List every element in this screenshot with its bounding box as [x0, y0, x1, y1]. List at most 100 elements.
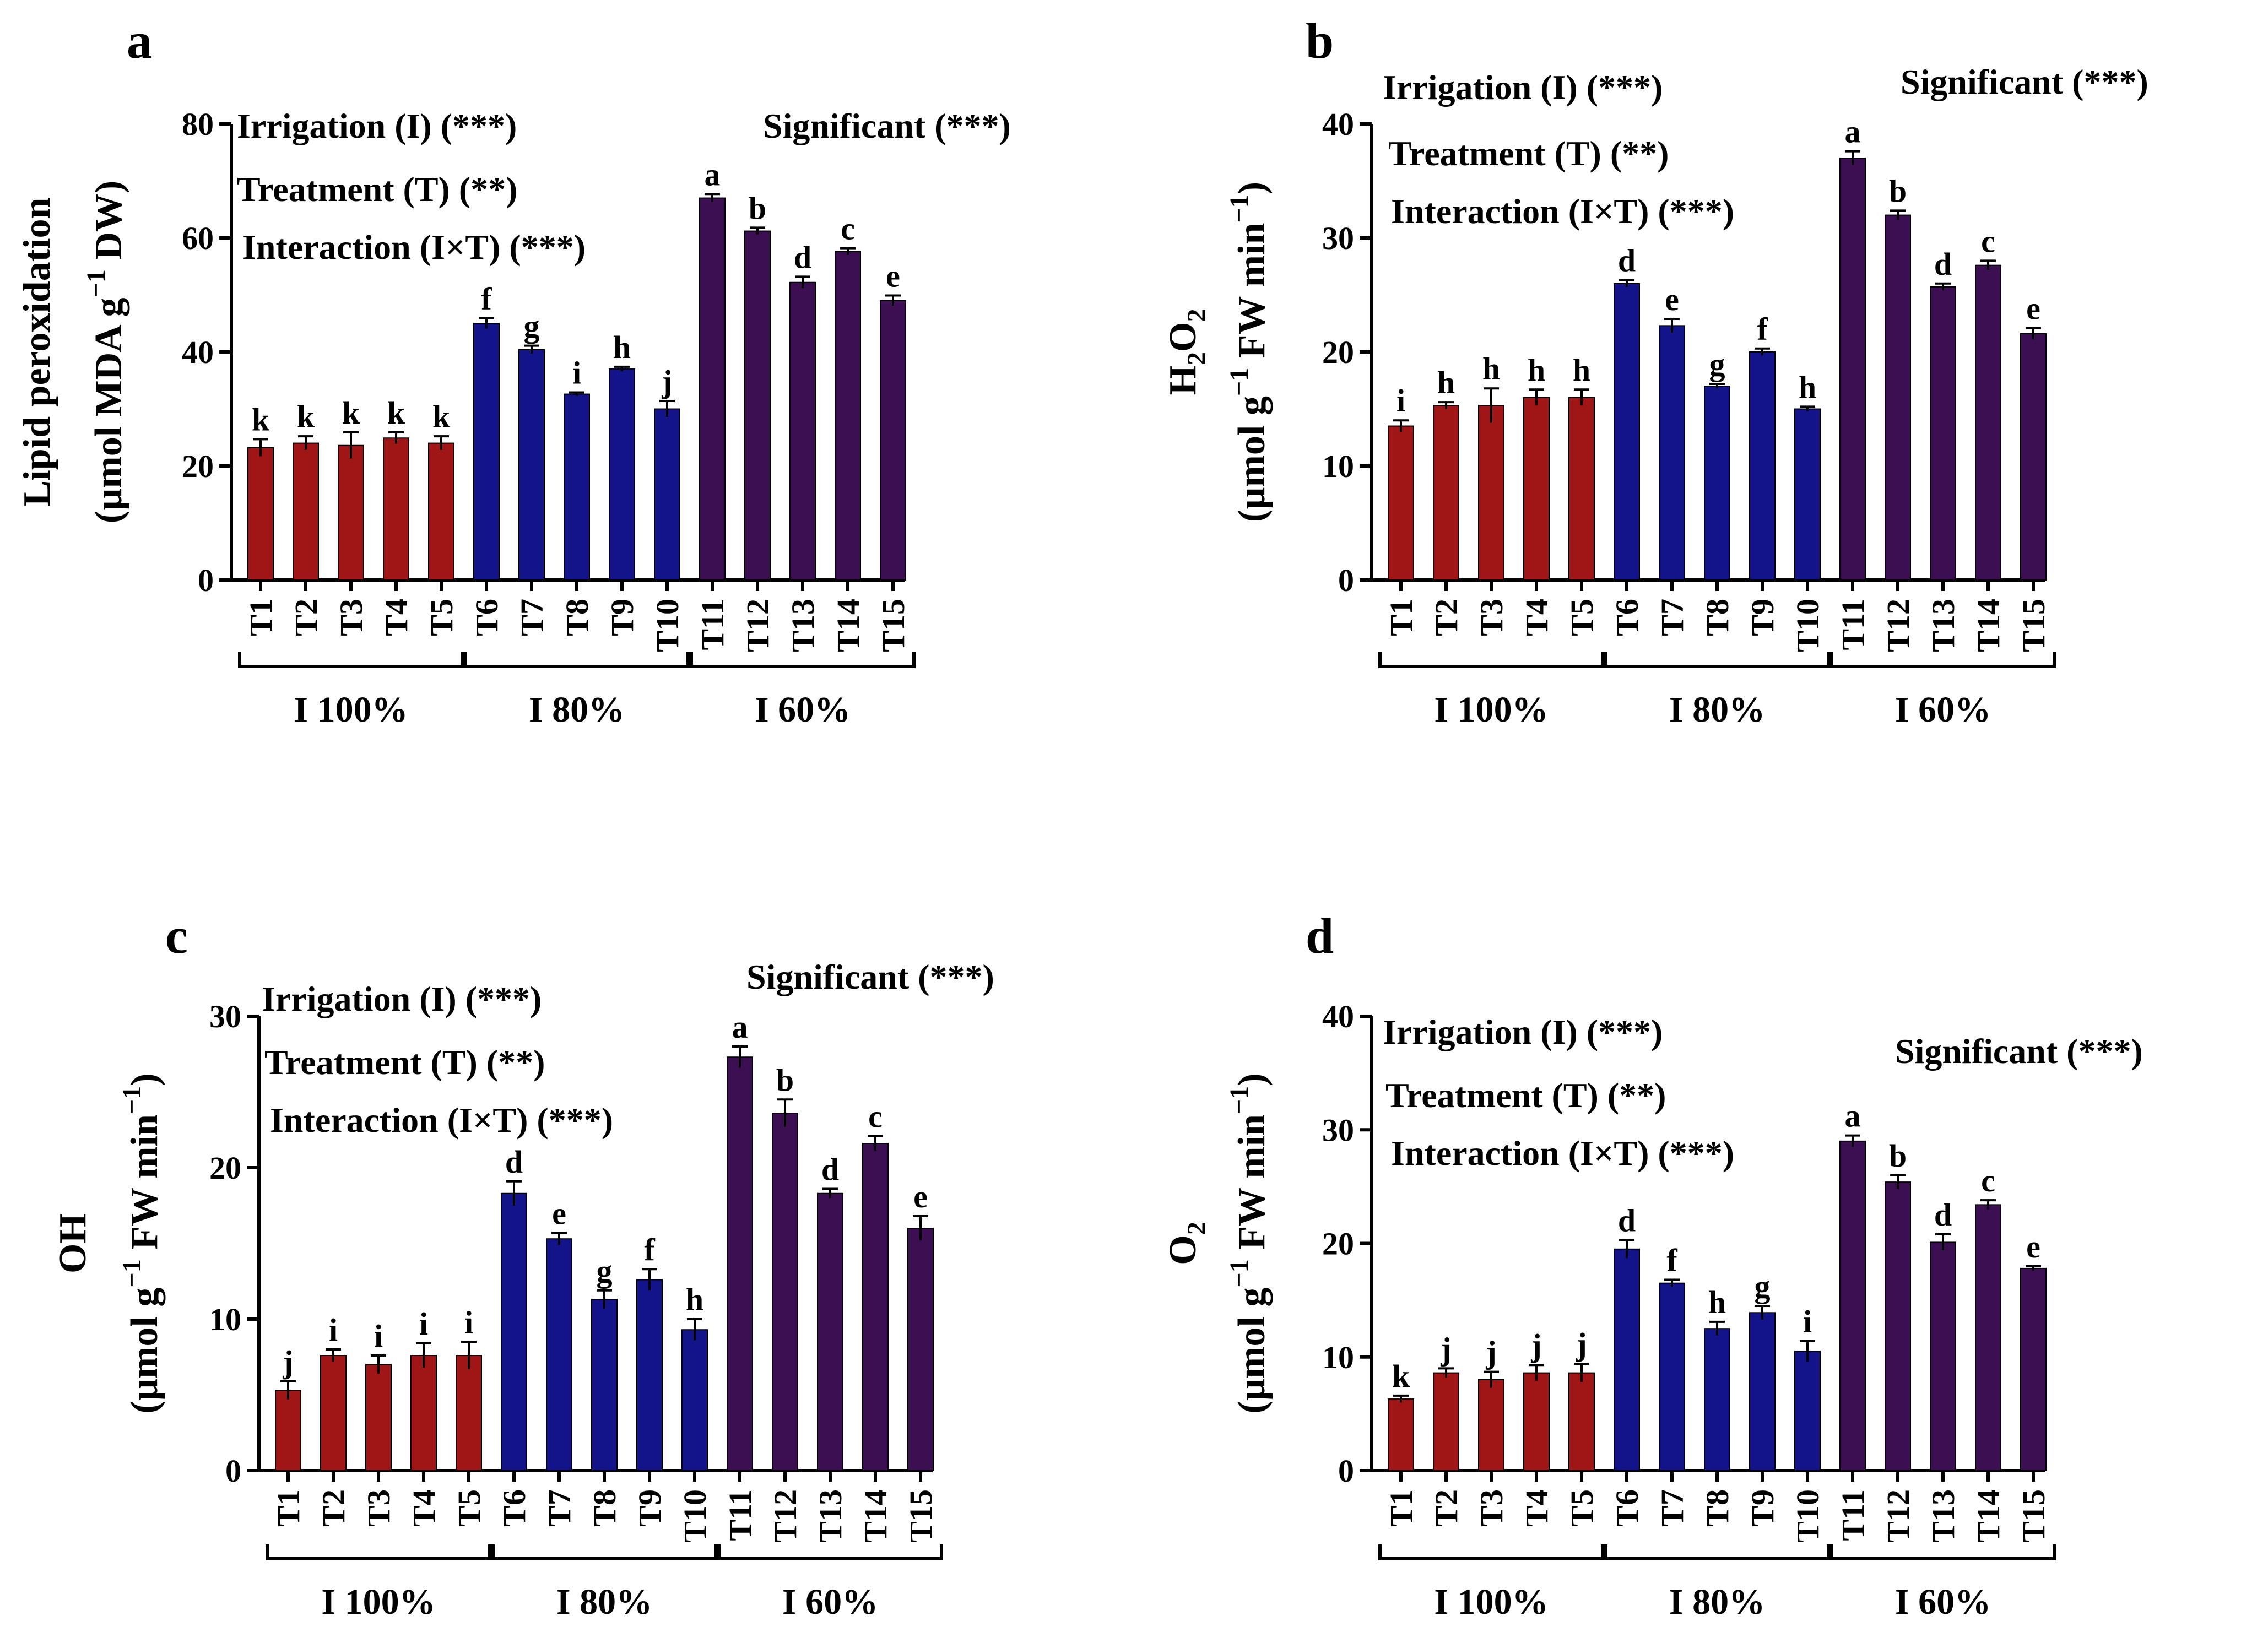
- bar-t12: [1885, 214, 1911, 581]
- significance-letter: k: [432, 399, 451, 435]
- bar-t2: [320, 1355, 347, 1471]
- x-tick-label: T14: [830, 599, 866, 652]
- x-tick-label: T2: [316, 1489, 351, 1527]
- bar-t15: [880, 300, 906, 581]
- bar-t15: [2020, 333, 2047, 581]
- group-bracket: [1830, 1544, 2056, 1560]
- group-label: I 80%: [1669, 690, 1765, 730]
- x-tick-label: T1: [270, 1489, 306, 1527]
- bar-t11: [1839, 158, 1866, 581]
- x-tick-label: T8: [587, 1489, 623, 1527]
- y-tick-label: 40: [1322, 106, 1354, 142]
- significance-letter: k: [342, 395, 360, 431]
- group-bracket: [464, 652, 690, 668]
- significance-letter: d: [821, 1152, 839, 1187]
- bar-t10: [654, 408, 680, 581]
- significant-annotation: Significant (***): [1895, 1032, 2143, 1071]
- bar-t3: [1478, 405, 1504, 581]
- significance-letter: i: [1803, 1304, 1812, 1340]
- significance-letter: k: [387, 395, 405, 431]
- x-tick-label: T10: [1790, 599, 1826, 652]
- significance-letter: e: [1665, 281, 1679, 317]
- panel-c: c 0 10 20 30 OH (µmol g−1 FW min−1) j T1 i T2 i T3 i T…: [52, 908, 994, 1622]
- x-tick-label: T7: [1654, 599, 1690, 636]
- bar-t14: [862, 1143, 889, 1471]
- stat-annotation: Irrigation (I) (***): [237, 106, 517, 145]
- significance-letter: d: [1934, 246, 1952, 282]
- x-tick-label: T8: [1699, 599, 1735, 636]
- significance-letter: h: [613, 329, 631, 365]
- bar-t15: [2020, 1267, 2047, 1471]
- bar-t14: [835, 251, 861, 581]
- bar-t3: [365, 1364, 392, 1471]
- x-tick-label: T9: [1745, 1489, 1780, 1527]
- x-tick-label: T1: [1383, 1489, 1419, 1527]
- significant-annotation: Significant (***): [746, 957, 994, 996]
- y-tick-label: 30: [1322, 220, 1354, 256]
- bar-t6: [501, 1192, 527, 1471]
- bar-t6: [473, 323, 500, 581]
- group-label: I 60%: [1895, 690, 1991, 730]
- significance-letter: a: [1845, 114, 1861, 150]
- group-bracket: [1604, 652, 1830, 668]
- x-tick-label: T12: [767, 1489, 803, 1543]
- x-tick-label: T12: [1880, 1489, 1916, 1543]
- x-tick-label: T5: [451, 1489, 487, 1527]
- x-tick-label: T5: [1564, 599, 1600, 636]
- y-tick-label: 30: [209, 999, 241, 1034]
- significance-letter: b: [749, 190, 766, 226]
- x-tick-label: T11: [1835, 1489, 1871, 1541]
- significance-letter: j: [282, 1344, 293, 1380]
- significance-letter: c: [1981, 223, 1995, 259]
- significance-letter: f: [1666, 1243, 1677, 1278]
- significance-letter: h: [1528, 352, 1545, 388]
- x-tick-label: T13: [813, 1489, 848, 1543]
- y-tick-label: 20: [182, 448, 214, 484]
- x-tick-label: T7: [1654, 1489, 1690, 1527]
- x-tick-label: T12: [1880, 599, 1916, 652]
- x-tick-label: T3: [1474, 1489, 1509, 1527]
- y-tick-label: 20: [209, 1150, 241, 1186]
- x-tick-label: T6: [1609, 1489, 1645, 1527]
- bar-t8: [591, 1299, 618, 1471]
- stat-annotation: Interaction (I×T) (***): [1391, 1134, 1734, 1173]
- x-tick-label: T1: [1383, 599, 1419, 636]
- group-label: I 60%: [1895, 1582, 1991, 1622]
- x-tick-label: T11: [1835, 599, 1871, 650]
- group-bracket: [491, 1544, 717, 1560]
- significance-letter: e: [552, 1195, 566, 1231]
- y-tick-label: 40: [182, 334, 214, 370]
- significance-letter: d: [1618, 243, 1636, 279]
- group-label: I 80%: [529, 690, 625, 730]
- x-tick-label: T10: [649, 599, 685, 652]
- significance-letter: i: [464, 1304, 473, 1340]
- group-bracket: [1604, 1544, 1830, 1560]
- bar-t1: [1388, 425, 1414, 581]
- significance-letter: a: [705, 156, 721, 192]
- x-tick-label: T14: [858, 1489, 894, 1543]
- x-tick-label: T5: [424, 599, 459, 636]
- x-tick-label: T13: [1925, 1489, 1961, 1543]
- bar-t3: [338, 444, 364, 581]
- x-tick-label: T8: [559, 599, 595, 636]
- x-tick-label: T13: [785, 599, 821, 652]
- significance-letter: k: [1392, 1358, 1410, 1394]
- panel-letter: b: [1306, 13, 1334, 69]
- x-tick-label: T4: [378, 599, 414, 636]
- bar-t9: [636, 1279, 663, 1471]
- bar-t1: [275, 1390, 301, 1471]
- x-tick-label: T5: [1564, 1489, 1600, 1527]
- significance-letter: i: [329, 1312, 338, 1348]
- bar-t4: [410, 1355, 437, 1471]
- x-tick-label: T2: [288, 599, 324, 636]
- bar-t12: [744, 230, 771, 581]
- y-axis-label-main: OH: [52, 1213, 94, 1273]
- y-axis-label-unit: (µmol MDA g−1 DW): [82, 181, 130, 523]
- bar-t11: [727, 1056, 753, 1471]
- x-tick-label: T14: [1971, 1489, 2006, 1543]
- significance-letter: j: [661, 364, 672, 399]
- x-tick-label: T3: [361, 1489, 397, 1527]
- y-tick-label: 30: [1322, 1112, 1354, 1148]
- stat-annotation: Treatment (T) (**): [1388, 134, 1669, 173]
- significance-letter: h: [1437, 365, 1455, 400]
